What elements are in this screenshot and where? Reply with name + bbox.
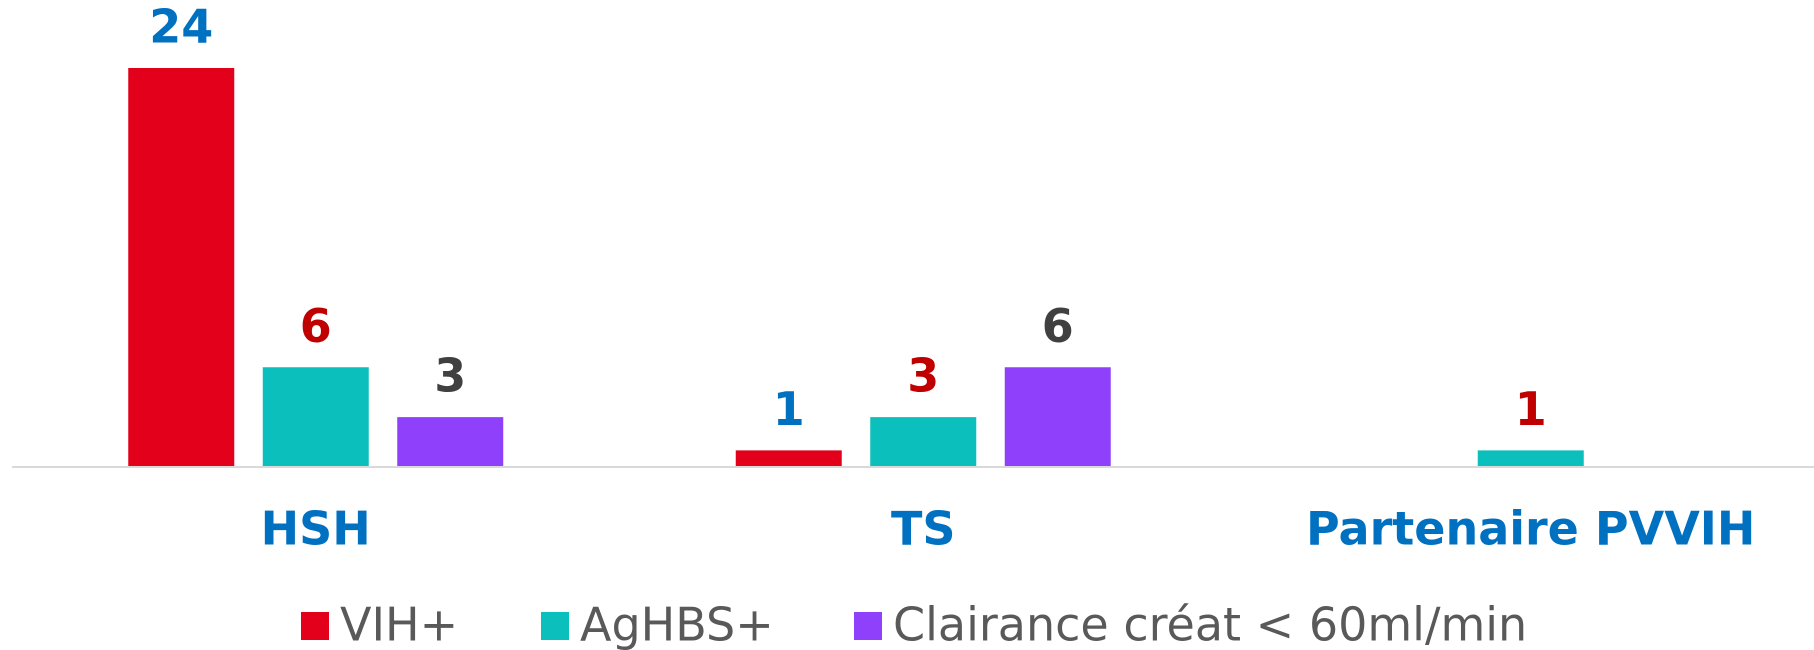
- data-label: 6: [300, 299, 332, 353]
- data-label: 24: [149, 0, 213, 54]
- bar: [735, 450, 842, 467]
- x-tick-label: TS: [891, 502, 956, 556]
- data-label: 6: [1042, 299, 1074, 353]
- bar: [262, 367, 369, 467]
- legend-label: Clairance créat < 60ml/min: [893, 598, 1527, 650]
- bar: [1004, 367, 1111, 467]
- data-label: 3: [434, 349, 466, 403]
- bar: [128, 68, 235, 467]
- legend-swatch: [541, 612, 569, 640]
- data-label: 1: [1515, 382, 1547, 436]
- legend-swatch: [301, 612, 329, 640]
- legend-label: AgHBS+: [580, 598, 774, 650]
- x-tick-label: HSH: [261, 502, 371, 556]
- data-label: 1: [773, 382, 805, 436]
- bar: [397, 417, 504, 467]
- data-label: 3: [907, 349, 939, 403]
- legend-swatch: [854, 612, 882, 640]
- bar: [1477, 450, 1584, 467]
- bar: [870, 417, 977, 467]
- x-tick-label: Partenaire PVVIH: [1306, 502, 1755, 556]
- legend-label: VIH+: [340, 598, 458, 650]
